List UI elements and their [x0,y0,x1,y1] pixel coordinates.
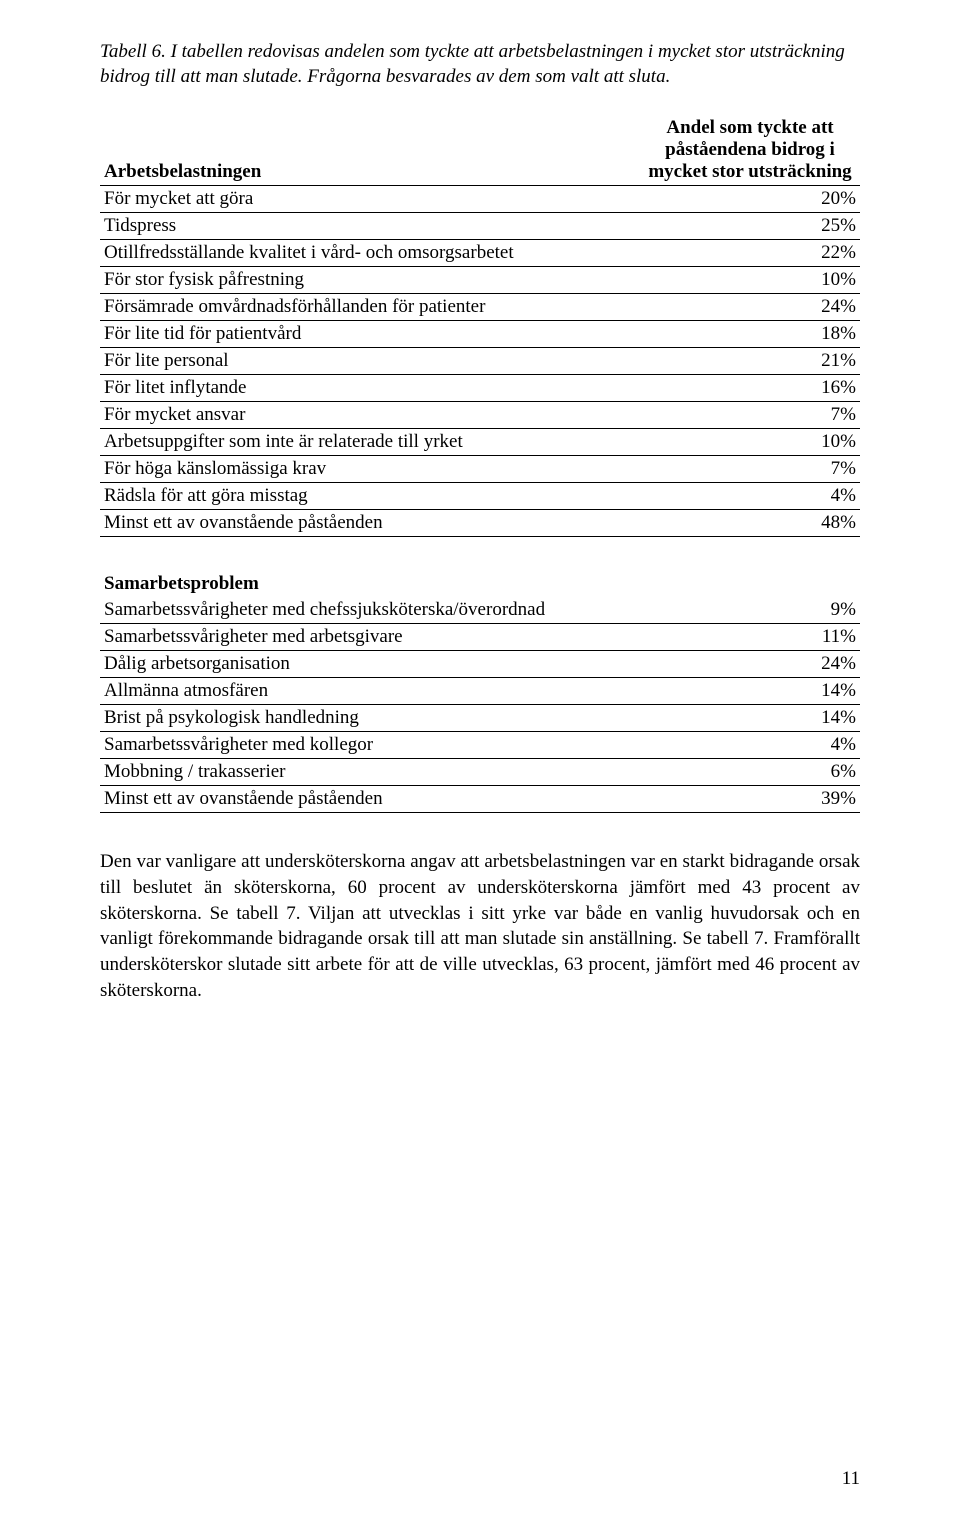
table-row: För lite tid för patientvård18% [100,321,860,348]
page-number: 11 [842,1468,860,1490]
table-row: För lite personal21% [100,348,860,375]
row-label: För litet inflytande [100,375,640,402]
row-value: 7% [640,402,860,429]
row-label: Samarbetssvårigheter med chefssjuksköter… [100,597,800,624]
row-label: Allmänna atmosfären [100,678,800,705]
table-row: Minst ett av ovanstående påståenden48% [100,510,860,537]
row-label: Otillfredsställande kvalitet i vård- och… [100,240,640,267]
row-label: Samarbetssvårigheter med kollegor [100,732,800,759]
row-label: Försämrade omvårdnadsförhållanden för pa… [100,294,640,321]
table-row: Arbetsuppgifter som inte är relaterade t… [100,429,860,456]
column-header: Andel som tyckte att påståendena bidrog … [640,117,860,186]
row-label: För lite personal [100,348,640,375]
row-value: 14% [800,678,860,705]
row-value: 10% [640,267,860,294]
table-row: Minst ett av ovanstående påståenden39% [100,786,860,813]
table-row: För litet inflytande16% [100,375,860,402]
row-value: 22% [640,240,860,267]
row-value: 7% [640,456,860,483]
row-label: Dålig arbetsorganisation [100,651,800,678]
table-caption: Tabell 6. I tabellen redovisas andelen s… [100,40,860,89]
table-row: Tidspress25% [100,213,860,240]
row-label: För lite tid för patientvård [100,321,640,348]
row-label: Minst ett av ovanstående påståenden [100,786,800,813]
table-row: Samarbetssvårigheter med kollegor4% [100,732,860,759]
row-label: För höga känslomässiga krav [100,456,640,483]
table-row: Dålig arbetsorganisation24% [100,651,860,678]
row-value: 11% [800,624,860,651]
row-label: Tidspress [100,213,640,240]
body-paragraph: Den var vanligare att undersköterskorna … [100,849,860,1003]
table-row: Otillfredsställande kvalitet i vård- och… [100,240,860,267]
table-arbetsbelastningen: Arbetsbelastningen Andel som tyckte att … [100,117,860,537]
row-value: 4% [800,732,860,759]
row-value: 25% [640,213,860,240]
row-value: 39% [800,786,860,813]
table-row: Samarbetssvårigheter med chefssjuksköter… [100,597,860,624]
row-label: För stor fysisk påfrestning [100,267,640,294]
section-label: Arbetsbelastningen [100,117,640,186]
table-row: För höga känslomässiga krav7% [100,456,860,483]
row-value: 6% [800,759,860,786]
table-row: Allmänna atmosfären14% [100,678,860,705]
section-label: Samarbetsproblem [100,573,800,597]
table-row: Samarbetssvårigheter med arbetsgivare11% [100,624,860,651]
table-row: Rädsla för att göra misstag4% [100,483,860,510]
row-label: För mycket att göra [100,186,640,213]
row-label: Brist på psykologisk handledning [100,705,800,732]
row-label: Rädsla för att göra misstag [100,483,640,510]
row-value: 9% [800,597,860,624]
row-label: Minst ett av ovanstående påståenden [100,510,640,537]
table-row: Brist på psykologisk handledning14% [100,705,860,732]
row-label: Mobbning / trakasserier [100,759,800,786]
table-samarbetsproblem: Samarbetsproblem Samarbetssvårigheter me… [100,573,860,813]
row-value: 14% [800,705,860,732]
row-label: Samarbetssvårigheter med arbetsgivare [100,624,800,651]
row-value: 16% [640,375,860,402]
table-row: För mycket att göra20% [100,186,860,213]
table-row: Mobbning / trakasserier6% [100,759,860,786]
row-label: Arbetsuppgifter som inte är relaterade t… [100,429,640,456]
row-value: 4% [640,483,860,510]
row-value: 21% [640,348,860,375]
table-row: Försämrade omvårdnadsförhållanden för pa… [100,294,860,321]
row-value: 24% [800,651,860,678]
row-label: För mycket ansvar [100,402,640,429]
row-value: 24% [640,294,860,321]
table-row: För stor fysisk påfrestning10% [100,267,860,294]
row-value: 20% [640,186,860,213]
row-value: 48% [640,510,860,537]
table-row: För mycket ansvar7% [100,402,860,429]
row-value: 18% [640,321,860,348]
row-value: 10% [640,429,860,456]
